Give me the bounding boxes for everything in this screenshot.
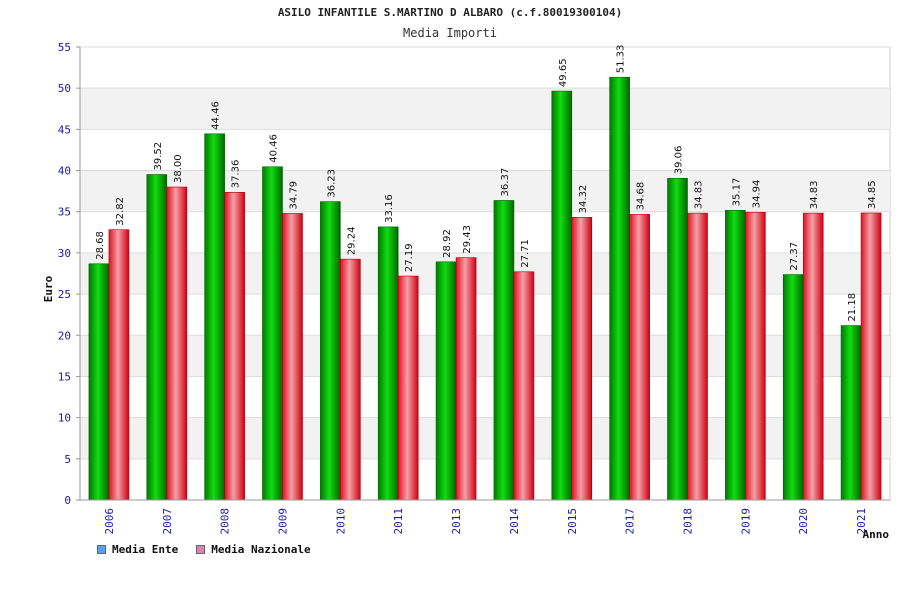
legend-label: Media Nazionale	[211, 543, 311, 556]
x-tick-label: 2009	[277, 508, 290, 535]
x-tick-label: 2010	[334, 508, 347, 535]
bar-media-nazionale	[397, 275, 419, 501]
grid-band	[80, 170, 890, 212]
y-tick-label: 25	[58, 288, 71, 301]
bar-media-nazionale	[513, 271, 535, 501]
data-label: 34.83	[694, 180, 705, 209]
data-label: 28.68	[95, 231, 106, 260]
bar-media-nazionale	[802, 212, 824, 501]
legend-item-media-ente: Media Ente	[97, 543, 178, 556]
y-axis-label: Euro	[42, 275, 55, 302]
data-label: 34.85	[867, 180, 878, 209]
data-label: 49.65	[558, 58, 569, 87]
data-label: 34.83	[809, 180, 820, 209]
bar-media-nazionale	[340, 258, 361, 501]
data-label: 40.46	[269, 134, 280, 163]
data-label: 34.94	[751, 180, 762, 209]
bar-media-ente	[204, 133, 225, 501]
legend-item-media-nazionale: Media Nazionale	[196, 543, 311, 556]
x-tick-label: 2008	[219, 508, 232, 535]
bar-media-nazionale	[166, 186, 188, 501]
bar-media-nazionale	[745, 211, 766, 501]
bar-media-ente	[609, 76, 630, 501]
bar-media-ente	[725, 210, 746, 501]
bar-media-ente	[493, 200, 515, 501]
bar-media-nazionale	[571, 217, 593, 501]
data-label: 39.06	[674, 146, 685, 175]
bar-media-ente	[840, 325, 862, 501]
y-tick-label: 10	[58, 412, 71, 425]
chart-title: ASILO INFANTILE S.MARTINO D ALBARO (c.f.…	[277, 6, 623, 19]
x-tick-label: 2015	[566, 508, 579, 535]
bar-media-ente	[667, 177, 688, 501]
bar-media-nazionale	[629, 214, 650, 501]
bar-media-ente	[435, 261, 457, 501]
data-label: 27.37	[789, 242, 800, 271]
legend-label: Media Ente	[112, 543, 179, 556]
data-label: 27.71	[520, 239, 531, 268]
bar-media-nazionale	[224, 191, 245, 501]
data-label: 35.17	[731, 178, 742, 207]
y-tick-label: 0	[64, 494, 71, 507]
bar-media-nazionale	[282, 213, 303, 501]
bar-media-ente	[551, 90, 573, 501]
data-label: 38.00	[173, 154, 184, 183]
y-tick-label: 40	[58, 165, 71, 178]
data-label: 27.19	[404, 243, 415, 272]
legend-swatch	[196, 545, 206, 554]
data-label: 51.33	[616, 45, 627, 74]
data-label: 34.68	[636, 182, 647, 211]
x-tick-label: 2014	[508, 508, 521, 535]
y-tick-label: 35	[58, 206, 71, 219]
bar-media-nazionale	[108, 229, 130, 501]
data-label: 34.79	[289, 181, 300, 210]
y-tick-label: 30	[58, 247, 71, 260]
bar-media-nazionale	[455, 257, 477, 501]
bar-media-ente	[262, 166, 283, 501]
y-tick-label: 55	[58, 41, 71, 54]
legend: Media Ente Media Nazionale	[97, 543, 311, 556]
bar-media-nazionale	[687, 212, 708, 501]
data-label: 37.36	[231, 160, 242, 189]
x-axis-label: Anno	[863, 528, 890, 541]
x-tick-label: 2021	[855, 508, 868, 535]
x-tick-label: 2019	[739, 508, 752, 535]
x-tick-label: 2020	[797, 508, 810, 535]
grid-band	[80, 335, 890, 377]
x-tick-label: 2007	[161, 508, 174, 535]
data-label: 39.52	[153, 142, 164, 171]
bar-media-ente	[320, 201, 341, 501]
data-label: 36.23	[326, 169, 337, 198]
bar-media-nazionale	[860, 212, 882, 501]
data-label: 21.18	[847, 293, 858, 322]
data-label: 28.92	[442, 229, 453, 258]
bar-media-ente	[782, 274, 804, 501]
data-label: 29.24	[346, 227, 357, 256]
data-label: 33.16	[384, 194, 395, 223]
x-tick-label: 2018	[682, 508, 695, 535]
grid-band	[80, 252, 890, 295]
y-tick-label: 20	[58, 329, 71, 342]
x-tick-label: 2017	[624, 508, 637, 535]
data-label: 32.82	[115, 197, 126, 226]
data-label: 34.32	[578, 185, 589, 214]
data-label: 44.46	[211, 101, 222, 130]
y-tick-label: 45	[58, 123, 71, 136]
y-tick-label: 50	[58, 82, 71, 95]
bar-media-ente	[88, 263, 110, 501]
y-tick-label: 5	[64, 453, 71, 466]
legend-swatch	[97, 545, 106, 554]
data-label: 36.37	[500, 168, 511, 197]
y-tick-label: 15	[58, 370, 71, 383]
bar-media-ente	[377, 226, 399, 501]
x-tick-label: 2011	[392, 508, 405, 535]
x-tick-label: 2013	[450, 508, 463, 535]
data-label: 29.43	[462, 225, 473, 254]
chart-subtitle: Media Importi	[403, 26, 497, 40]
grid-band	[80, 88, 890, 130]
grid-band	[80, 417, 890, 459]
bar-media-ente	[146, 174, 168, 501]
x-tick-label: 2006	[103, 508, 116, 535]
